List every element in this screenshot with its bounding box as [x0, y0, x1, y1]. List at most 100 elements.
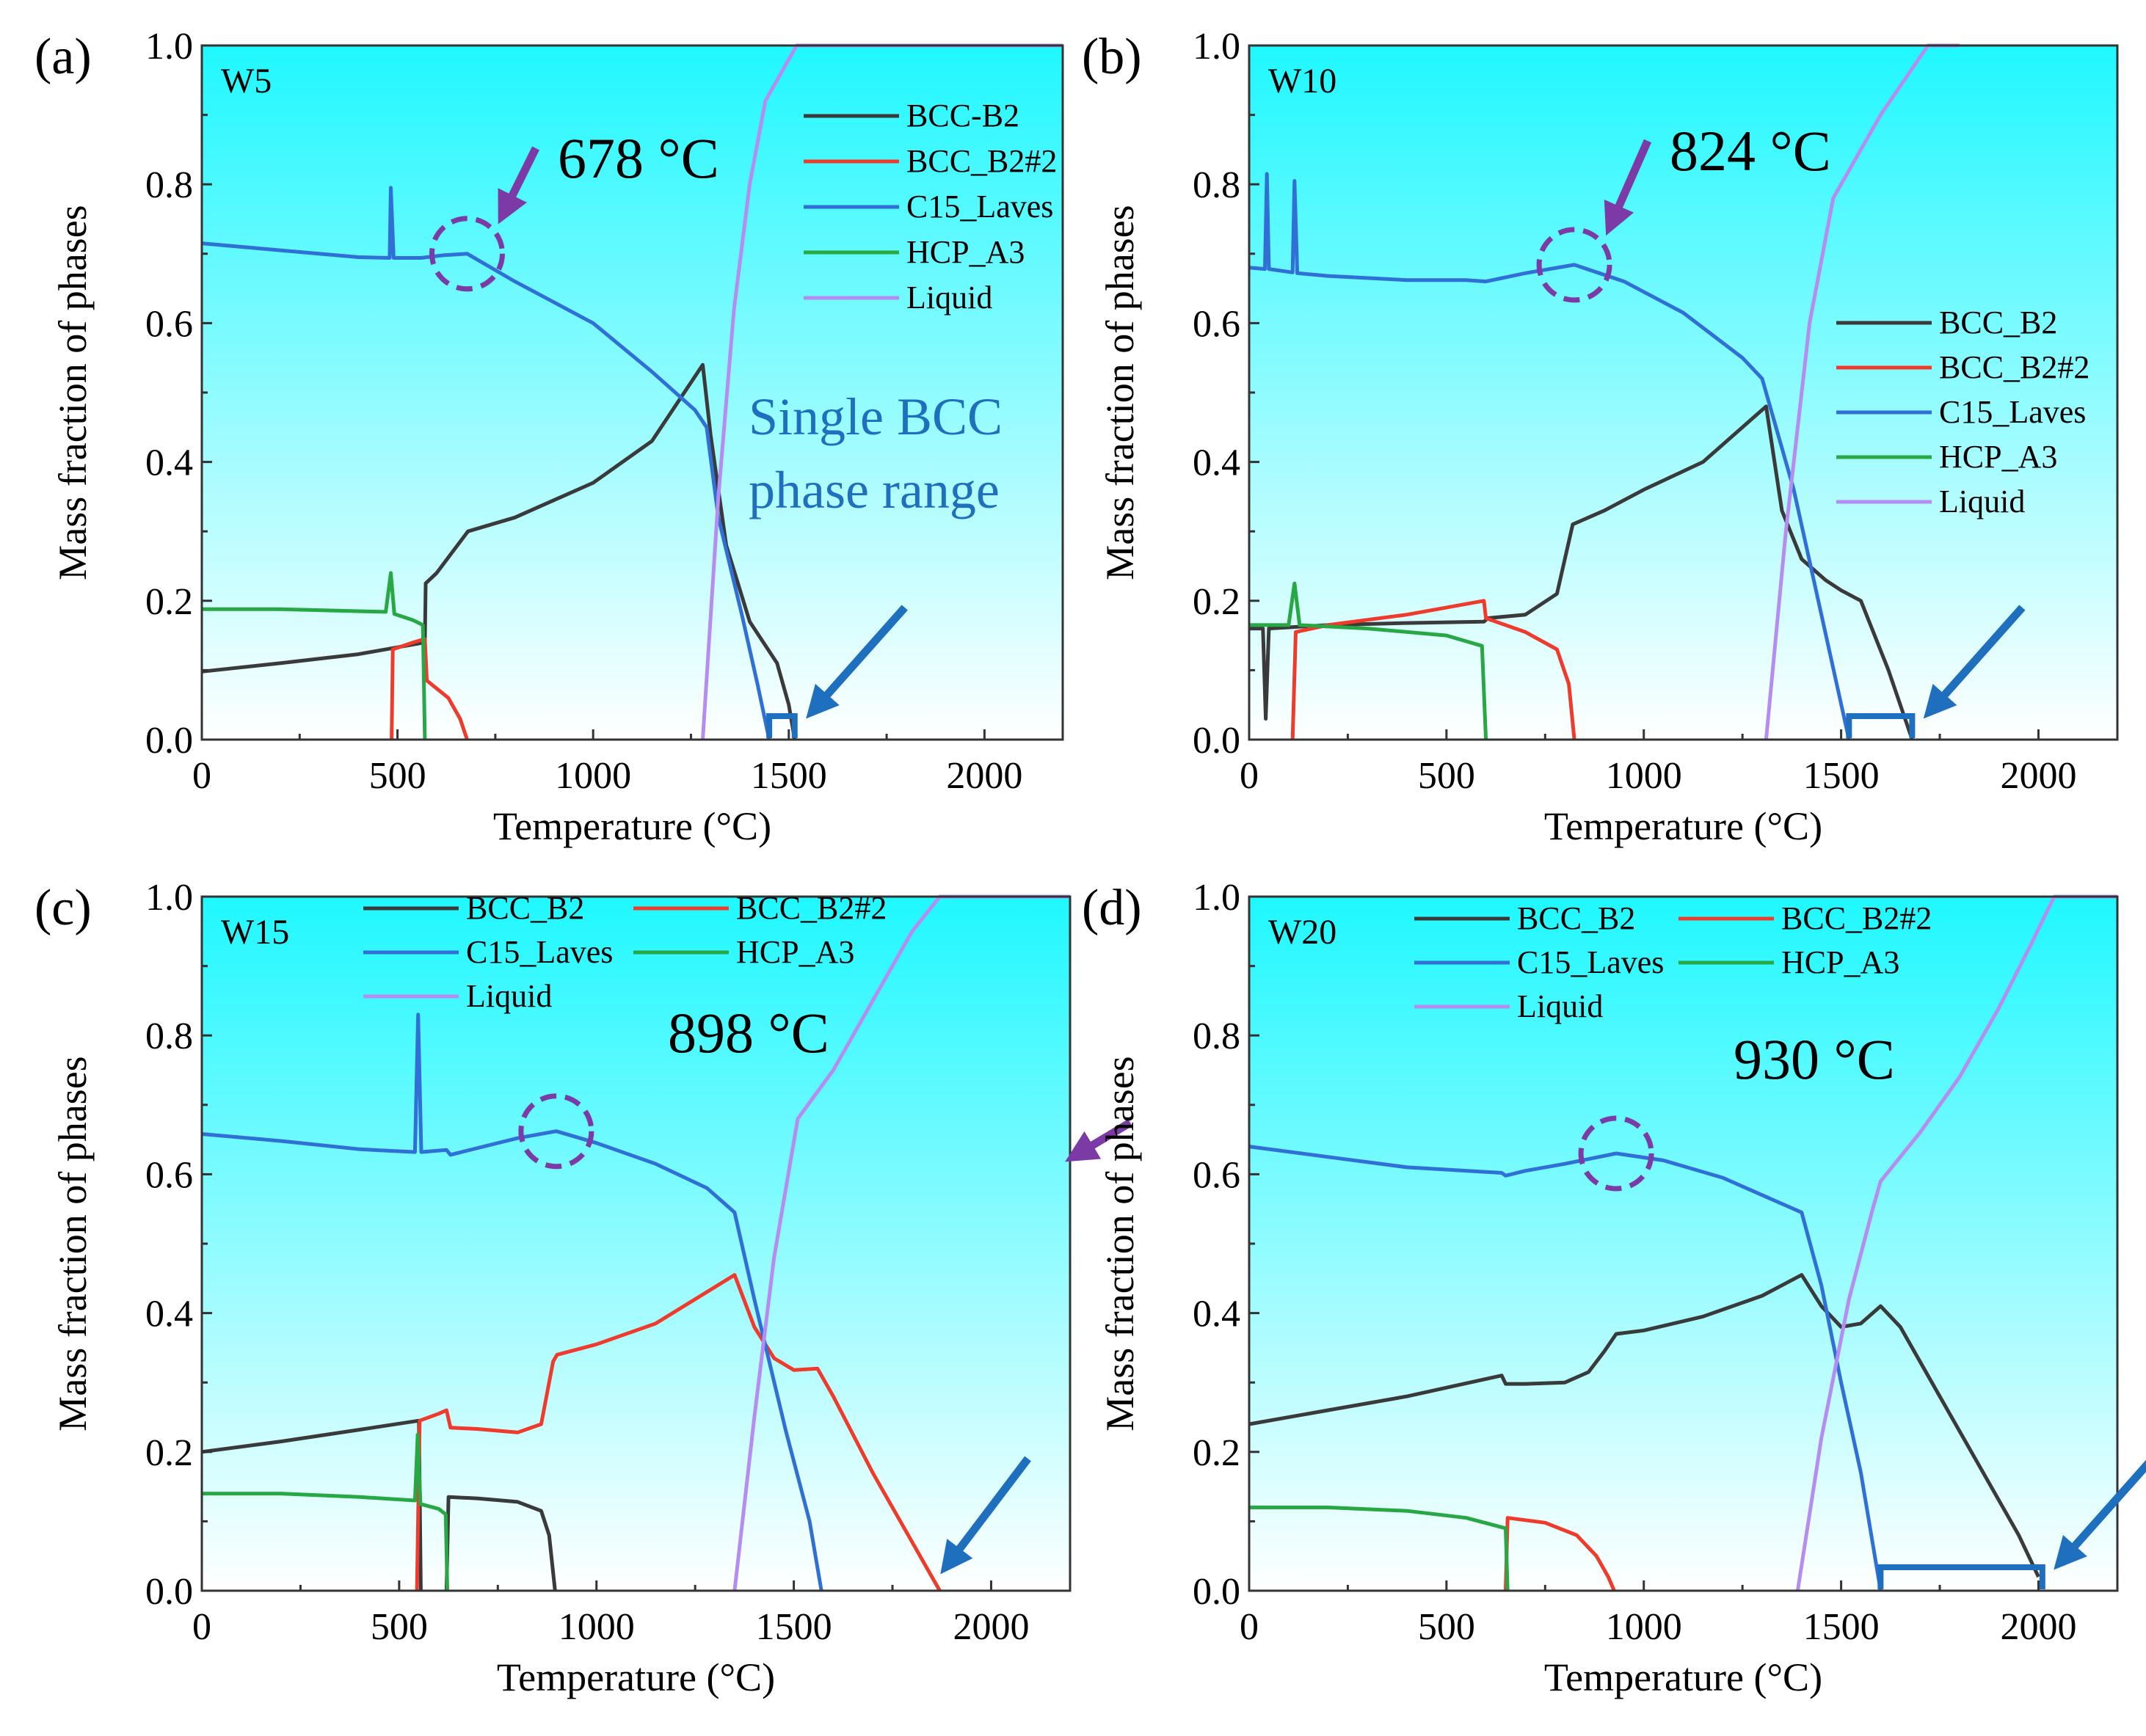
alloy-label: W10	[1268, 62, 1336, 101]
x-tick-label: 0	[192, 1606, 211, 1648]
legend-label: C15_Laves	[1517, 944, 1664, 980]
legend-label: C15_Laves	[466, 934, 613, 970]
legend-label: Liquid	[906, 280, 992, 316]
plot-background	[202, 45, 1063, 740]
series-line-c15-laves	[201, 1013, 823, 1591]
legend-label: HCP_A3	[1939, 439, 2057, 475]
dashed-circle-marker	[1578, 1115, 1654, 1192]
range-bracket-marker	[1846, 713, 1916, 738]
x-tick-label: 500	[371, 1606, 428, 1648]
y-tick-label: 0.4	[145, 442, 193, 484]
series-line-bcc-b2-2	[390, 637, 469, 740]
arrow-icon	[1065, 1119, 1132, 1162]
alloy-label: W15	[221, 913, 289, 952]
series-line-bcc-b2	[1248, 1273, 2040, 1578]
x-tick-label: 1000	[1606, 755, 1682, 797]
legend-label: Liquid	[1517, 988, 1603, 1024]
legend-label: BCC_B2	[1517, 900, 1635, 936]
x-tick-label: 1500	[1803, 755, 1880, 797]
panel-label: (d)	[1082, 880, 1142, 936]
x-tick-label: 2000	[2000, 1606, 2076, 1648]
y-axis-title: Mass fraction of phases	[51, 1056, 95, 1431]
y-tick-label: 0.0	[1193, 1571, 1240, 1613]
legend-label: HCP_A3	[906, 234, 1025, 270]
y-tick-label: 0.6	[145, 303, 193, 345]
plot-background	[202, 897, 1070, 1591]
arrow-icon	[806, 605, 908, 719]
y-tick-label: 0.2	[1193, 581, 1240, 623]
series-line-bcc-b2	[201, 362, 797, 740]
y-tick-label: 0.6	[145, 1154, 193, 1196]
arrow-icon	[1923, 605, 2026, 719]
series-line-hcp-a3	[1249, 1506, 1510, 1591]
legend-label: BCC_B2#2	[906, 143, 1057, 179]
x-tick-label: 0	[1240, 1606, 1259, 1648]
y-tick-label: 0.0	[145, 1571, 193, 1613]
y-tick-label: 0.0	[145, 720, 193, 762]
panel-label: (c)	[34, 880, 92, 936]
series-line-hcp-a3	[202, 1432, 449, 1591]
y-tick-label: 1.0	[145, 26, 193, 68]
series-line-hcp-a3	[1249, 581, 1488, 740]
y-axis-title: Mass fraction of phases	[1098, 1056, 1142, 1431]
panel-a: 0 500 1000 1500 2000 0.0 0.2 0.4 0.6 0.8 1.0 Temper…	[34, 26, 1064, 848]
legend-label: HCP_A3	[1781, 944, 1899, 980]
series-line-c15-laves	[1248, 1145, 1883, 1591]
series-line-hcp-a3	[202, 571, 427, 740]
legend-label: BCC_B2#2	[736, 890, 887, 926]
y-tick-label: 0.8	[1193, 164, 1240, 206]
y-tick-label: 0.8	[1193, 1015, 1240, 1057]
y-tick-label: 0.0	[1193, 720, 1240, 762]
dashed-circle-marker	[429, 216, 505, 292]
y-tick-label: 0.6	[1193, 1154, 1240, 1196]
temperature-label: 824 °C	[1670, 119, 1831, 183]
note-line: phase range	[749, 461, 1000, 519]
legend: BCC_B2 BCC_B2#2 C15_Laves HCP_A3 Liquid	[1836, 304, 2089, 519]
series-line-bcc-b2-2	[1504, 1516, 1616, 1591]
temperature-label: 678 °C	[558, 126, 719, 190]
x-tick-label: 2000	[953, 1606, 1029, 1648]
range-bracket-marker	[1877, 1564, 2045, 1589]
y-tick-label: 1.0	[1193, 877, 1240, 919]
y-tick-label: 0.8	[145, 164, 193, 206]
legend-label: HCP_A3	[736, 934, 854, 970]
x-tick-label: 500	[1418, 1606, 1475, 1648]
arrow-icon	[1604, 139, 1652, 236]
x-axis-title: Temperature (°C)	[1544, 804, 1822, 848]
dashed-circle-marker	[518, 1093, 594, 1170]
x-axis-title: Temperature (°C)	[1544, 1655, 1822, 1699]
series-line-bcc-b2	[444, 1495, 557, 1591]
x-tick-label: 0	[192, 755, 211, 797]
y-axis-title: Mass fraction of phases	[51, 205, 95, 580]
temperature-label: 930 °C	[1734, 1027, 1895, 1091]
dashed-circle-marker	[1536, 227, 1612, 303]
arrow-icon	[2054, 1459, 2146, 1570]
y-tick-label: 0.2	[145, 1432, 193, 1474]
y-tick-label: 0.2	[145, 581, 193, 623]
y-tick-label: 0.6	[1193, 303, 1240, 345]
y-tick-label: 1.0	[145, 877, 193, 919]
x-tick-label: 1500	[751, 755, 827, 797]
y-tick-label: 0.8	[145, 1015, 193, 1057]
arrow-icon	[498, 146, 539, 225]
legend-label: BCC_B2#2	[1939, 349, 2089, 385]
legend-label: C15_Laves	[906, 189, 1053, 225]
panel-c: 0 500 1000 1500 2000 0.0 0.2 0.4 0.6 0.8 1.0 Temper…	[34, 877, 1132, 1699]
alloy-label: W5	[221, 62, 272, 101]
legend: BCC_B2 BCC_B2#2 C15_Laves HCP_A3 Liquid	[1414, 900, 1932, 1024]
x-tick-label: 2000	[2000, 755, 2076, 797]
legend: BCC_B2 BCC_B2#2 C15_Laves HCP_A3 Liquid	[363, 890, 887, 1014]
arrow-icon	[940, 1456, 1031, 1575]
y-tick-label: 0.4	[145, 1294, 193, 1335]
x-tick-label: 0	[1240, 755, 1259, 797]
x-tick-label: 500	[369, 755, 426, 797]
plot-background	[1249, 897, 2117, 1591]
panel-label: (a)	[34, 29, 92, 85]
x-tick-label: 1000	[1606, 1606, 1682, 1648]
range-bracket-marker	[766, 713, 798, 738]
x-axis-title: Temperature (°C)	[493, 804, 771, 848]
series-line-bcc-b2-2	[415, 1273, 942, 1592]
legend-label: BCC_B2	[1939, 304, 2057, 340]
panel-label: (b)	[1082, 29, 1142, 85]
